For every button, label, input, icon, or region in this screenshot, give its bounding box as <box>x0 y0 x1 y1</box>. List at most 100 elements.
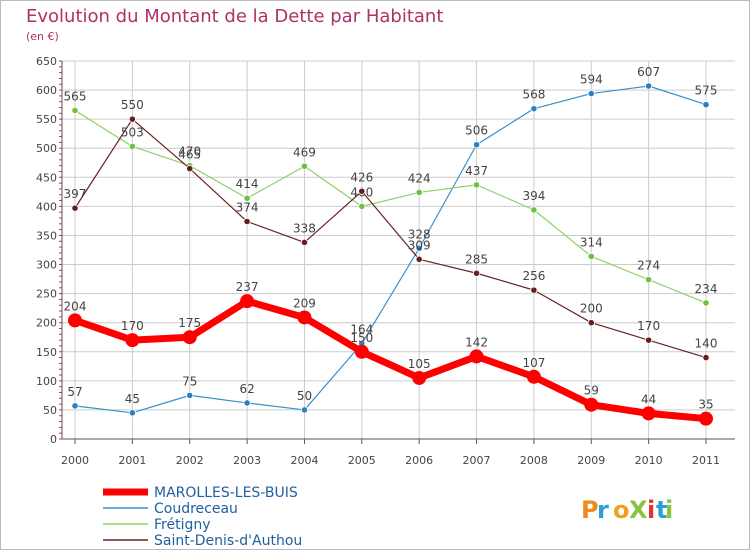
data-label: 200 <box>580 302 603 316</box>
data-point <box>71 402 79 410</box>
logo-letter: P <box>581 496 599 524</box>
series-line <box>71 297 710 423</box>
logo-letter: r <box>597 496 609 524</box>
data-label: 397 <box>64 187 87 201</box>
data-point <box>300 406 309 414</box>
chart-subtitle: (en €) <box>26 30 59 43</box>
legend: MAROLLES-LES-BUISCoudreceauFrétignySaint… <box>103 485 302 549</box>
y-tick-label: 250 <box>36 288 57 301</box>
data-point <box>587 319 595 327</box>
data-point <box>71 106 79 115</box>
data-point <box>702 353 710 362</box>
series-0: 204 170 175 237 209 150 105 142 107 59 44 35 <box>64 280 714 426</box>
x-tick-label: 2003 <box>233 454 261 467</box>
data-label: 164 <box>350 323 373 337</box>
y-tick-label: 0 <box>50 433 57 446</box>
data-point <box>415 244 423 252</box>
data-point <box>300 162 309 170</box>
y-tick-label: 650 <box>36 55 57 68</box>
data-point <box>125 333 140 348</box>
data-point <box>526 369 541 384</box>
y-tick-label: 300 <box>36 259 57 272</box>
data-label: 328 <box>408 227 431 241</box>
x-tick-label: 2005 <box>348 454 376 467</box>
data-point <box>128 142 136 151</box>
x-tick-label: 2008 <box>520 454 548 467</box>
series-line <box>74 109 707 304</box>
legend-label: Coudreceau <box>154 501 238 517</box>
data-label: 437 <box>465 164 488 178</box>
data-label: 285 <box>465 252 488 266</box>
data-label: 274 <box>637 259 660 273</box>
data-label: 35 <box>698 398 713 412</box>
data-point <box>186 164 194 173</box>
data-point <box>584 397 599 412</box>
data-label: 465 <box>178 148 201 162</box>
data-label: 59 <box>584 384 599 398</box>
x-tick-label: 2009 <box>577 454 605 467</box>
series-2: 565503470414469400424437394314274234 <box>64 89 718 307</box>
y-tick-label: 600 <box>36 84 57 97</box>
data-point <box>240 294 255 309</box>
y-tick-label: 500 <box>36 142 57 155</box>
y-tick-label: 550 <box>36 113 57 126</box>
series-1: 57 45 75 62 50 164 328 506 568 594 607 575 <box>67 65 717 417</box>
data-label: 550 <box>121 98 144 112</box>
data-point <box>530 105 538 113</box>
data-point <box>645 336 653 344</box>
data-point <box>186 391 194 399</box>
data-label: 234 <box>695 282 718 296</box>
logo-letter: t <box>656 496 667 524</box>
y-tick-label: 200 <box>36 317 57 330</box>
data-label: 374 <box>236 201 259 215</box>
data-label: 204 <box>64 299 87 313</box>
data-label: 57 <box>67 385 82 399</box>
data-point <box>358 187 366 195</box>
x-tick-label: 2006 <box>405 454 433 467</box>
data-point <box>243 399 251 407</box>
data-point <box>587 89 595 98</box>
logo-letter: i <box>665 496 673 524</box>
data-label: 426 <box>350 170 373 184</box>
data-label: 565 <box>64 89 87 103</box>
legend-label: Frétigny <box>154 517 211 533</box>
data-point <box>702 299 710 307</box>
data-label: 75 <box>182 374 197 388</box>
data-point <box>243 217 251 226</box>
legend-label: MAROLLES-LES-BUIS <box>154 485 298 501</box>
series-3: 397 550 465 374 338 426 309 285 256 200 170 140 <box>64 98 718 362</box>
data-point <box>699 411 713 426</box>
data-label: 394 <box>522 189 545 203</box>
data-point <box>530 206 538 214</box>
x-tick-label: 2010 <box>635 454 663 467</box>
data-label: 209 <box>293 296 316 310</box>
data-point <box>182 330 197 345</box>
data-label: 607 <box>637 65 660 79</box>
data-label: 338 <box>293 221 316 235</box>
data-label: 170 <box>637 319 660 333</box>
logo-letter: i <box>647 496 655 524</box>
data-label: 62 <box>239 382 254 396</box>
data-label: 424 <box>408 171 431 185</box>
legend-label: Saint-Denis-d'Authou <box>154 533 302 549</box>
x-tick-label: 2000 <box>61 454 89 467</box>
data-point <box>415 188 423 197</box>
data-point <box>472 141 481 149</box>
data-label: 44 <box>641 392 656 406</box>
data-point <box>587 252 595 260</box>
data-label: 237 <box>236 280 259 294</box>
data-label: 140 <box>695 337 718 351</box>
data-point <box>469 349 484 364</box>
y-tick-label: 400 <box>36 200 57 213</box>
data-point <box>472 269 481 277</box>
data-point <box>645 276 653 284</box>
logo-letter: o <box>613 496 630 524</box>
data-label: 309 <box>408 238 431 252</box>
data-label: 314 <box>580 235 603 249</box>
y-tick-label: 150 <box>36 346 57 359</box>
